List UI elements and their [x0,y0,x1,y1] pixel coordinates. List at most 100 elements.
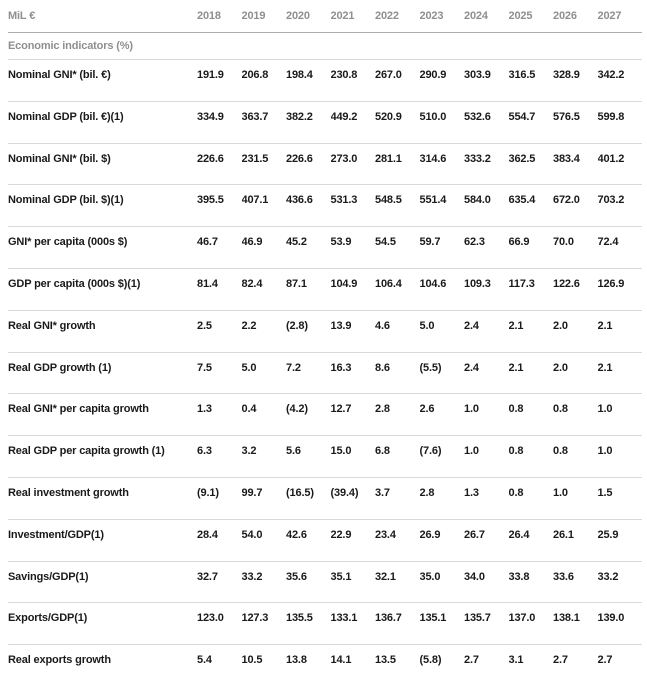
value-cell: 106.4 [375,277,402,290]
value-cell: (9.1) [197,486,219,499]
value-cell: 135.1 [419,612,447,625]
value-cell: 53.9 [330,236,352,249]
value-cell: 333.2 [464,152,491,165]
indicators-table: MiL € 2018 2019 2020 2021 2022 2023 2024 2025 20… [8,0,642,687]
value-cell: 1.0 [464,403,479,416]
value-cell: 0.8 [508,486,524,499]
value-cell: 436.6 [286,194,313,207]
value-cell: 54.5 [375,236,396,249]
value-cell: 26.9 [419,528,441,541]
value-cell: 22.9 [330,528,352,541]
value-cell: 0.4 [241,403,257,416]
value-cell: 2.5 [197,319,212,332]
value-cell: 5.0 [419,319,435,332]
value-cell: 23.4 [375,528,396,541]
value-cell: 281.1 [375,152,402,165]
table-row: Real exports growth 5.4 10.5 13.8 14.1 13.5 (5… [8,645,642,687]
value-cell: (39.4) [330,486,359,499]
value-cell: 584.0 [464,194,491,207]
value-cell: 672.0 [553,194,580,207]
value-cell: 407.1 [241,194,269,207]
value-cell: 0.8 [508,445,524,458]
value-cell: (4.2) [286,403,308,416]
value-cell: 363.7 [241,110,269,123]
value-cell: 123.0 [197,612,224,625]
value-cell: 59.7 [419,236,441,249]
value-cell: 5.4 [197,654,212,667]
table-header-row: MiL € 2018 2019 2020 2021 2022 2023 2024 2025 20… [8,0,642,33]
value-cell: 7.2 [286,361,301,374]
value-cell: 6.3 [197,445,212,458]
year-header: 2027 [597,10,622,22]
value-cell: 0.8 [553,403,568,416]
value-cell: 82.4 [241,277,263,290]
row-label: Real GDP per capita growth (1) [8,445,165,458]
table-row: Real GDP per capita growth (1) 6.3 3.2 5.6 1… [8,436,642,478]
value-cell: 2.7 [464,654,479,667]
value-cell: 32.1 [375,570,396,583]
value-cell: (5.5) [419,361,442,374]
table-row: Real investment growth (9.1) 99.7 (16.5) (39… [8,478,642,520]
value-cell: (5.8) [419,654,442,667]
value-cell: (16.5) [286,486,314,499]
value-cell: 2.6 [419,403,435,416]
value-cell: 16.3 [330,361,352,374]
value-cell: 303.9 [464,69,491,81]
value-cell: 3.2 [241,445,257,458]
value-cell: 510.0 [419,110,447,123]
value-cell: 576.5 [553,110,580,123]
value-cell: 45.2 [286,236,307,249]
value-cell: 382.2 [286,110,313,123]
table-body: Nominal GNI* (bil. €) 191.9 206.8 198.4 230.… [8,60,642,687]
year-header: 2020 [286,10,310,22]
value-cell: 104.9 [330,277,358,290]
value-cell: 3.1 [508,654,524,667]
value-cell: 66.9 [508,236,530,249]
value-cell: 1.0 [553,486,568,499]
value-cell: 328.9 [553,69,580,81]
value-cell: 342.2 [597,69,625,81]
value-cell: 33.2 [597,570,619,583]
value-cell: 449.2 [330,110,358,123]
value-cell: 1.3 [464,486,479,499]
value-cell: 0.8 [553,445,568,458]
value-cell: 62.3 [464,236,485,249]
value-cell: 2.1 [597,361,613,374]
row-label: GDP per capita (000s $)(1) [8,277,141,290]
table-row: GNI* per capita (000s $) 46.7 46.9 45.2 53.9… [8,227,642,269]
value-cell: 2.2 [241,319,257,332]
value-cell: 126.9 [597,277,625,290]
table-row: Nominal GDP (bil. €)(1) 334.9 363.7 382.2 44… [8,102,642,144]
value-cell: 10.5 [241,654,263,667]
value-cell: 138.1 [553,612,580,625]
value-cell: 1.0 [597,403,613,416]
value-cell: 273.0 [330,152,358,165]
value-cell: 2.1 [508,319,524,332]
table-row: GDP per capita (000s $)(1) 81.4 82.4 87.1 10… [8,269,642,311]
value-cell: (2.8) [286,319,308,332]
value-cell: 1.3 [197,403,212,416]
value-cell: 395.5 [197,194,224,207]
value-cell: 2.8 [375,403,390,416]
value-cell: 135.5 [286,612,313,625]
value-cell: 13.8 [286,654,307,667]
year-header: 2018 [197,10,221,22]
value-cell: 362.5 [508,152,536,165]
row-label: Exports/GDP(1) [8,612,88,625]
value-cell: 554.7 [508,110,536,123]
year-header: 2021 [330,10,355,22]
value-cell: 703.2 [597,194,625,207]
value-cell: 13.5 [375,654,396,667]
value-cell: 198.4 [286,69,313,81]
value-cell: 72.4 [597,236,619,249]
value-cell: 231.5 [241,152,269,165]
value-cell: 81.4 [197,277,218,290]
value-cell: 599.8 [597,110,625,123]
value-cell: 520.9 [375,110,402,123]
value-cell: 104.6 [419,277,447,290]
value-cell: 1.0 [464,445,479,458]
value-cell: 35.0 [419,570,441,583]
value-cell: 2.7 [597,654,613,667]
value-cell: 2.1 [508,361,524,374]
row-label: Nominal GNI* (bil. $) [8,152,111,165]
